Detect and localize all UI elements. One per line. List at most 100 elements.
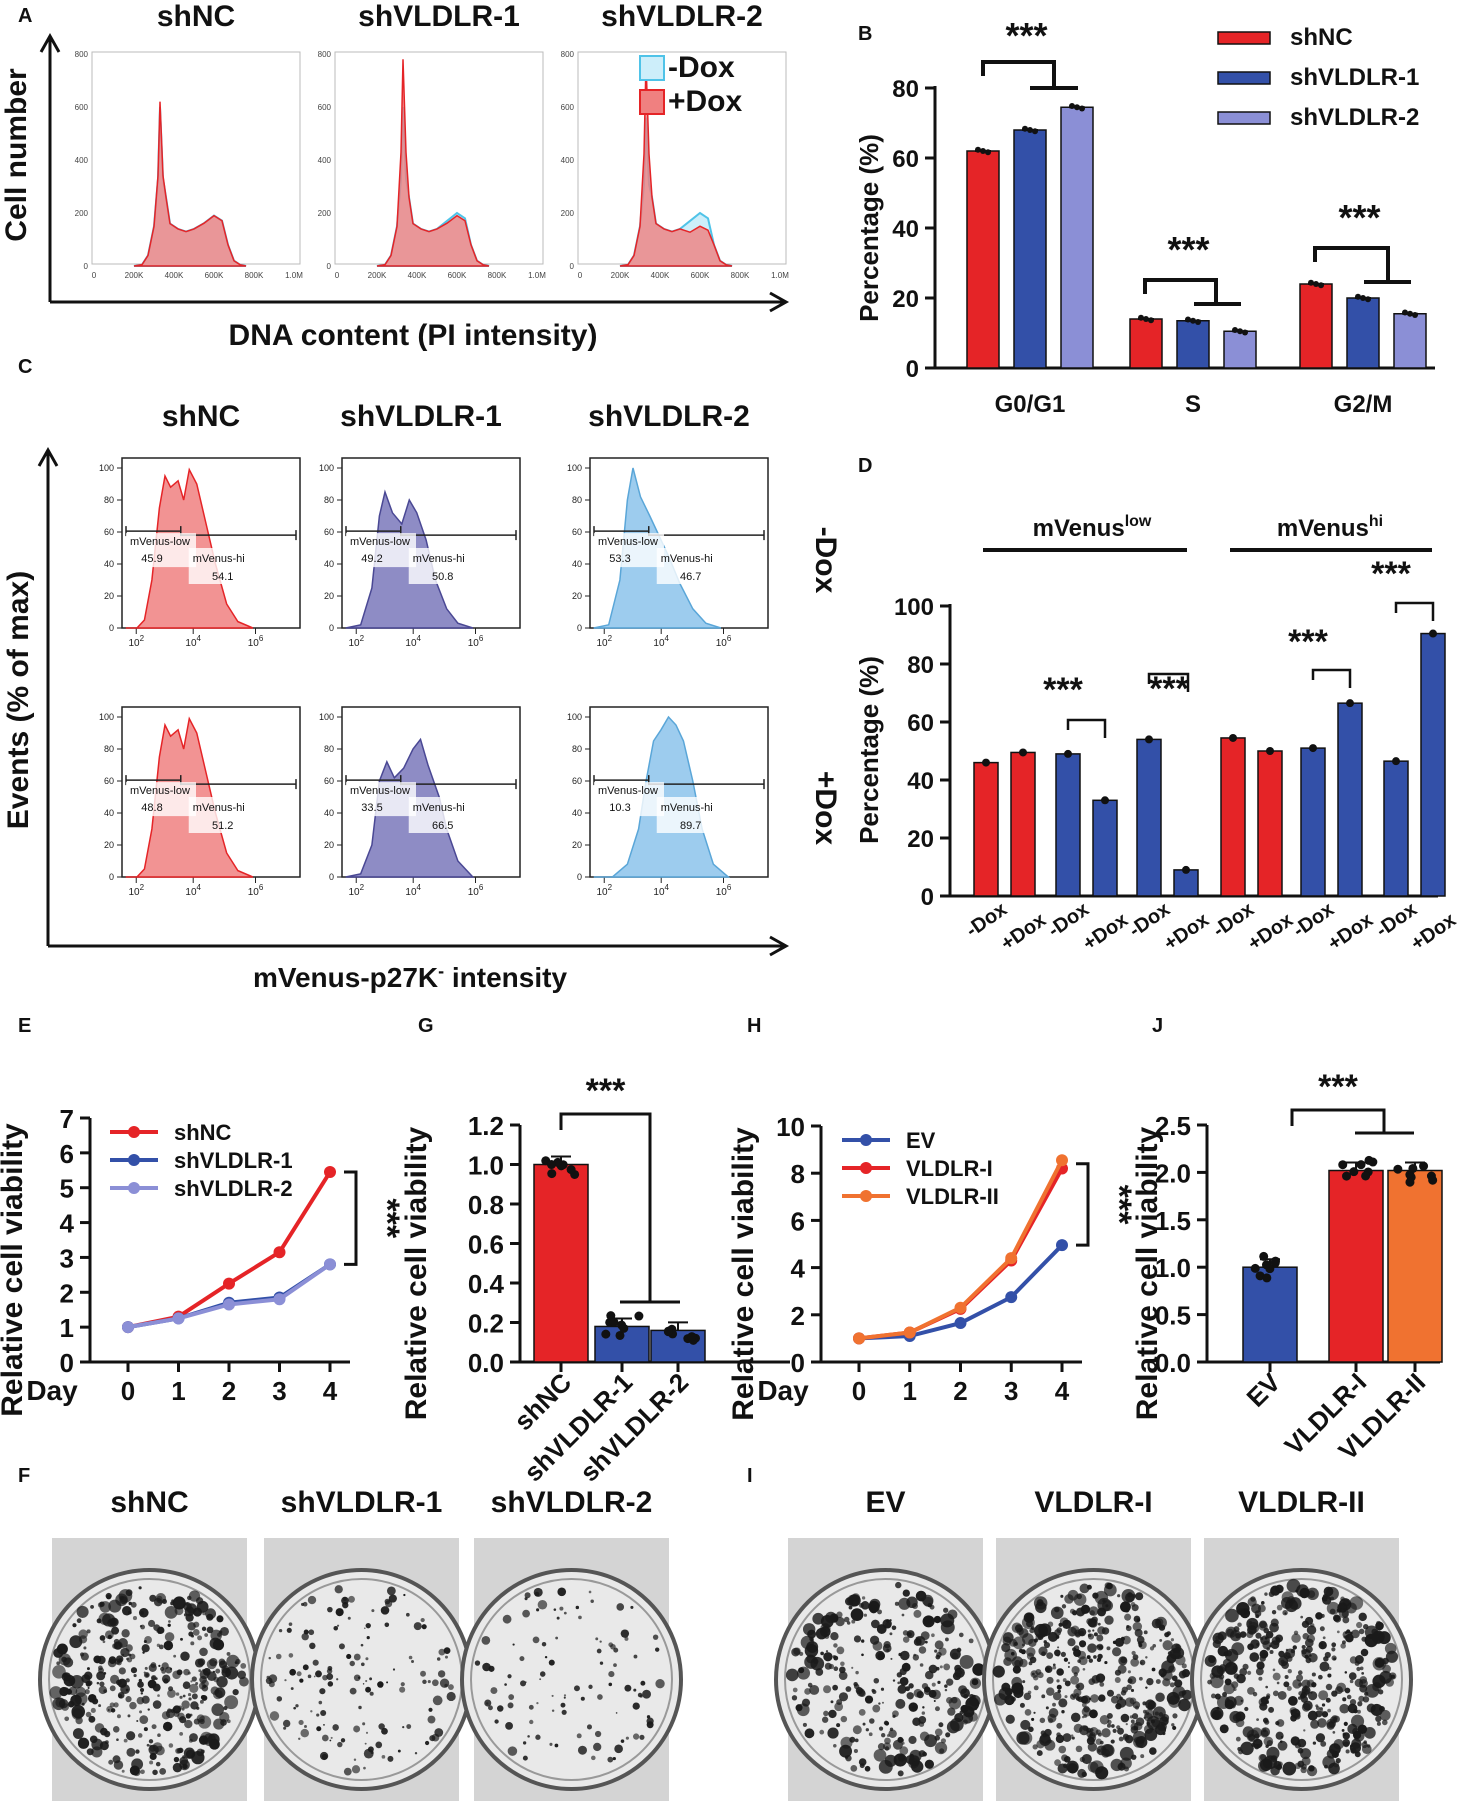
- colony: [830, 1700, 834, 1704]
- colony: [315, 1670, 322, 1678]
- data-point: [1255, 1271, 1265, 1281]
- colony: [125, 1688, 129, 1692]
- colony: [971, 1678, 979, 1686]
- colony: [1071, 1736, 1075, 1740]
- colony: [308, 1629, 315, 1636]
- colony: [327, 1681, 334, 1687]
- colony: [848, 1605, 853, 1610]
- colony: [892, 1714, 896, 1718]
- colony: [1258, 1676, 1263, 1681]
- data-point: [1318, 282, 1324, 289]
- colony: [1327, 1708, 1331, 1713]
- colony: [1080, 1604, 1091, 1614]
- gate-box: [188, 548, 263, 584]
- colony: [216, 1615, 224, 1623]
- y-tick-label: 0.2: [468, 1309, 504, 1339]
- colony: [188, 1738, 193, 1743]
- colony: [924, 1759, 935, 1769]
- colony: [240, 1663, 247, 1669]
- colony: [219, 1712, 230, 1723]
- colony: [960, 1688, 970, 1699]
- data-point: [1185, 316, 1191, 323]
- colony: [877, 1609, 882, 1615]
- histogram-plus-dox: [619, 61, 733, 267]
- y-tick-label: 0.4: [468, 1269, 505, 1299]
- plate-rim: [1200, 1578, 1403, 1781]
- colony: [595, 1637, 599, 1641]
- colony: [1255, 1632, 1262, 1639]
- group-title: shVLDLR-2: [588, 400, 750, 433]
- colony: [1277, 1690, 1287, 1700]
- colony: [828, 1709, 837, 1719]
- colony: [386, 1586, 396, 1596]
- colony: [72, 1728, 84, 1739]
- colony: [833, 1655, 839, 1661]
- colony: [1094, 1590, 1109, 1605]
- colony: [122, 1653, 125, 1657]
- colony: [1336, 1682, 1347, 1693]
- colony: [1145, 1656, 1148, 1659]
- colony: [945, 1732, 951, 1738]
- significance-bracket: [1066, 718, 1107, 738]
- colony: [1072, 1647, 1077, 1652]
- x-axis-title-tail: intensity: [444, 962, 567, 993]
- colony: [858, 1708, 866, 1716]
- colony: [405, 1612, 410, 1617]
- panel-c: Events (% of max)mVenus-p27K- intensity-…: [2, 400, 842, 993]
- x-tick-sup: 4: [665, 634, 670, 643]
- colony: [99, 1635, 106, 1641]
- gate-value-low: 48.8: [141, 802, 162, 814]
- colony: [539, 1671, 546, 1677]
- colony: [1212, 1711, 1220, 1720]
- gate-value-hi: 66.5: [432, 820, 453, 832]
- y-tick-label: 100: [567, 712, 582, 722]
- significance-bracket: [1143, 278, 1218, 304]
- colony: [833, 1666, 839, 1672]
- x-tick-base: 10: [128, 638, 140, 649]
- colony: [802, 1722, 807, 1727]
- colony: [836, 1646, 845, 1655]
- colony: [128, 1601, 132, 1606]
- colony: [71, 1708, 84, 1720]
- colony: [1247, 1670, 1252, 1675]
- colony: [1217, 1645, 1229, 1657]
- plate-dish: [460, 1568, 683, 1791]
- colony: [1327, 1673, 1332, 1678]
- colony: [109, 1685, 116, 1692]
- data-point: [1361, 1171, 1371, 1181]
- y-tick-label: 800: [318, 50, 332, 59]
- colony: [1038, 1623, 1052, 1637]
- x-tick-base: 10: [405, 887, 417, 898]
- colony: [1117, 1594, 1121, 1598]
- colony: [380, 1606, 390, 1615]
- colony: [920, 1631, 930, 1641]
- x-tick-sup: 6: [479, 883, 484, 892]
- x-tick-base: 10: [248, 638, 260, 649]
- y-tick-label: 6: [791, 1206, 805, 1236]
- colony: [793, 1647, 801, 1656]
- data-point: [1229, 733, 1237, 742]
- colony: [100, 1727, 108, 1736]
- colony: [1181, 1689, 1193, 1701]
- colony: [1286, 1686, 1292, 1692]
- colony: [1131, 1650, 1136, 1656]
- x-tick-label: 3: [1004, 1376, 1018, 1406]
- colony: [70, 1694, 82, 1707]
- colony: [1264, 1592, 1268, 1596]
- colony: [1144, 1728, 1158, 1741]
- colony: [1093, 1655, 1097, 1659]
- x-tick-base: 10: [596, 638, 608, 649]
- colony: [1224, 1699, 1235, 1710]
- colony: [1332, 1731, 1336, 1734]
- colony: [871, 1688, 875, 1693]
- colony: [907, 1632, 912, 1637]
- data-point: [1079, 105, 1085, 112]
- x-tick-base: 10: [185, 887, 197, 898]
- colony: [87, 1694, 97, 1703]
- colony: [931, 1633, 935, 1638]
- colony: [905, 1755, 915, 1765]
- x-tick-sup: 6: [259, 634, 264, 643]
- y-axis-title: Relative cell viability: [1131, 1126, 1164, 1420]
- colony: [851, 1619, 856, 1624]
- colony: [551, 1694, 554, 1697]
